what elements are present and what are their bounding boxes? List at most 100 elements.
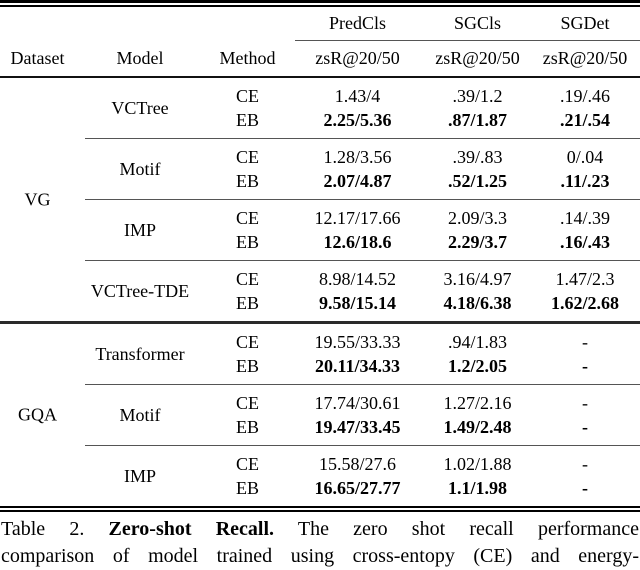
metric-header-underline bbox=[295, 40, 640, 41]
bottom-rule-outer bbox=[0, 506, 640, 508]
caption-title: Zero-shot Recall. bbox=[108, 518, 275, 540]
predcls-value: 15.58/27.6 bbox=[318, 454, 396, 474]
model-separator-rule bbox=[85, 445, 640, 446]
predcls-value: 2.07/4.87 bbox=[323, 171, 392, 191]
column-header-method: Method bbox=[219, 48, 276, 68]
model-block-vctree: VCTree CE 1.43/4 .39/1.2 .19/.46 EB 2.25… bbox=[0, 78, 640, 138]
method-label: EB bbox=[235, 478, 259, 498]
sgdet-value: .14/.39 bbox=[559, 208, 610, 228]
predcls-value: 20.11/34.33 bbox=[314, 356, 400, 376]
predcls-value: 19.55/33.33 bbox=[314, 332, 401, 352]
column-header-predcls: PredCls bbox=[328, 13, 386, 33]
sgdet-value: .19/.46 bbox=[559, 86, 610, 106]
caption-line-1: Table 2. Zero-shot Recall. The zero shot… bbox=[1, 516, 639, 543]
sgcls-value: 3.16/4.97 bbox=[443, 269, 512, 289]
predcls-value: 8.98/14.52 bbox=[318, 269, 396, 289]
bottom-rule-inner bbox=[0, 510, 640, 512]
sgcls-value: .39/.83 bbox=[452, 147, 503, 167]
predcls-value: 1.43/4 bbox=[334, 86, 381, 106]
column-subheader-predcls: zsR@20/50 bbox=[315, 48, 400, 68]
method-label: CE bbox=[235, 393, 259, 413]
vg-gqa-separator-rule bbox=[0, 321, 640, 324]
section-vg: VG VCTree CE 1.43/4 .39/1.2 .19/.46 EB 2… bbox=[0, 78, 640, 321]
table-caption: Table 2. Zero-shot Recall. The zero shot… bbox=[0, 516, 640, 570]
predcls-value: 12.17/17.66 bbox=[314, 208, 401, 228]
sgdet-value: - bbox=[582, 478, 588, 498]
method-label: CE bbox=[235, 332, 259, 352]
sgdet-value: - bbox=[582, 356, 588, 376]
sgdet-value: - bbox=[582, 332, 588, 352]
model-name: Motif bbox=[119, 404, 161, 425]
predcls-value: 2.25/5.36 bbox=[323, 110, 392, 130]
sgcls-value: 4.18/6.38 bbox=[443, 293, 512, 313]
top-rule-outer bbox=[0, 0, 640, 3]
sgcls-value: 2.29/3.7 bbox=[447, 232, 507, 252]
column-subheader-sgdet: zsR@20/50 bbox=[542, 48, 628, 68]
model-name: Transformer bbox=[95, 343, 185, 364]
method-label: CE bbox=[235, 269, 259, 289]
method-label: EB bbox=[235, 171, 259, 191]
method-label: EB bbox=[235, 293, 259, 313]
sgdet-value: 1.62/2.68 bbox=[550, 293, 619, 313]
model-name: IMP bbox=[123, 219, 156, 240]
predcls-value: 12.6/18.6 bbox=[323, 232, 392, 252]
predcls-value: 16.65/27.77 bbox=[314, 478, 401, 498]
sgdet-value: - bbox=[582, 393, 588, 413]
model-block-vctree-tde: VCTree-TDE CE 8.98/14.52 3.16/4.97 1.47/… bbox=[0, 261, 640, 321]
predcls-value: 19.47/33.45 bbox=[314, 417, 401, 437]
sgdet-value: 0/.04 bbox=[566, 147, 604, 167]
top-rule-inner bbox=[0, 5, 640, 7]
sgdet-value: .11/.23 bbox=[560, 171, 610, 191]
dataset-label-gqa: GQA bbox=[18, 404, 57, 425]
sgdet-value: - bbox=[582, 454, 588, 474]
section-gqa: GQA Transformer CE 19.55/33.33 .94/1.83 … bbox=[0, 324, 640, 506]
caption-table-number: Table 2. bbox=[1, 518, 109, 540]
column-header-model: Model bbox=[116, 48, 164, 68]
model-name: IMP bbox=[123, 465, 156, 486]
model-name: VCTree bbox=[111, 97, 169, 118]
model-separator-rule bbox=[85, 260, 640, 261]
method-label: CE bbox=[235, 147, 259, 167]
method-label: CE bbox=[235, 454, 259, 474]
sgcls-value: .87/1.87 bbox=[447, 110, 507, 130]
model-separator-rule bbox=[85, 138, 640, 139]
predcls-value: 1.28/3.56 bbox=[323, 147, 392, 167]
caption-line-2: comparison of model trained using cross-… bbox=[1, 543, 639, 570]
model-separator-rule bbox=[85, 384, 640, 385]
sgcls-value: 1.1/1.98 bbox=[447, 478, 507, 498]
caption-text: The zero shot recall performance bbox=[274, 518, 639, 540]
sgcls-value: 1.2/2.05 bbox=[447, 356, 507, 376]
predcls-value: 17.74/30.61 bbox=[314, 393, 401, 413]
sgcls-value: 1.27/2.16 bbox=[443, 393, 512, 413]
model-name: VCTree-TDE bbox=[90, 280, 190, 301]
column-header-sgdet: SGDet bbox=[560, 13, 610, 33]
method-label: EB bbox=[235, 232, 259, 252]
model-block-motif-gqa: Motif CE 17.74/30.61 1.27/2.16 - EB 19.4… bbox=[0, 385, 640, 445]
sgcls-value: 2.09/3.3 bbox=[447, 208, 507, 228]
method-label: EB bbox=[235, 356, 259, 376]
method-label: EB bbox=[235, 417, 259, 437]
sgcls-value: .52/1.25 bbox=[447, 171, 507, 191]
model-block-imp-vg: IMP CE 12.17/17.66 2.09/3.3 .14/.39 EB 1… bbox=[0, 200, 640, 260]
metric-header-row: PredCls SGCls SGDet bbox=[0, 7, 640, 40]
model-name: Motif bbox=[119, 158, 161, 179]
method-label: CE bbox=[235, 86, 259, 106]
column-subheader-sgcls: zsR@20/50 bbox=[435, 48, 520, 68]
predcls-value: 9.58/15.14 bbox=[318, 293, 396, 313]
sgcls-value: 1.49/2.48 bbox=[443, 417, 512, 437]
method-label: CE bbox=[235, 208, 259, 228]
model-separator-rule bbox=[85, 199, 640, 200]
dataset-label-vg: VG bbox=[24, 189, 51, 209]
model-block-motif-vg: Motif CE 1.28/3.56 .39/.83 0/.04 EB 2.07… bbox=[0, 139, 640, 199]
model-block-imp-gqa: IMP CE 15.58/27.6 1.02/1.88 - EB 16.65/2… bbox=[0, 446, 640, 506]
method-label: EB bbox=[235, 110, 259, 130]
caption-text-continued: comparison of model trained using cross-… bbox=[1, 545, 639, 567]
sgcls-value: 1.02/1.88 bbox=[443, 454, 512, 474]
model-block-transformer: Transformer CE 19.55/33.33 .94/1.83 - EB… bbox=[0, 324, 640, 384]
header-body-rule bbox=[0, 76, 640, 78]
sgdet-value: .16/.43 bbox=[559, 232, 610, 252]
sgdet-value: 1.47/2.3 bbox=[555, 269, 615, 289]
sgdet-value: .21/.54 bbox=[559, 110, 610, 130]
column-header-sgcls: SGCls bbox=[453, 13, 502, 33]
